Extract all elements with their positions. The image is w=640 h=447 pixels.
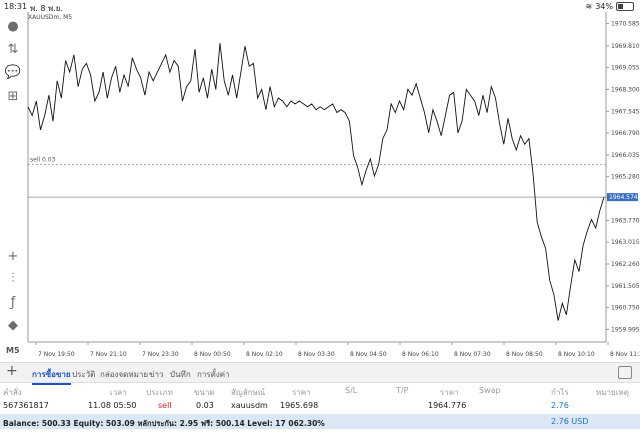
- trade-icon[interactable]: ⇅: [7, 41, 19, 57]
- col-comment: หมายเหตุ: [596, 388, 629, 397]
- tab-news[interactable]: ข่าว: [149, 370, 164, 379]
- y-tick-label: 1966.035: [611, 152, 640, 159]
- status-bar: 18:31 พ. 8 พ.ย. ≋ 34%: [0, 0, 640, 14]
- y-tick-label: 1959.995: [611, 326, 640, 333]
- col-price: ราคา: [292, 388, 311, 397]
- x-tick-label: 8 Nov 10:10: [558, 351, 595, 358]
- price-series-line: [27, 43, 605, 321]
- col-type: ประเภท: [146, 388, 173, 397]
- col-symbol: สัญลักษณ์: [231, 388, 266, 397]
- timeframe-label[interactable]: M5: [6, 346, 20, 355]
- x-tick-label: 8 Nov 07:30: [454, 351, 491, 358]
- col-time: เวลา: [110, 388, 127, 397]
- tab-journal[interactable]: บันทึก: [170, 370, 191, 379]
- order-profit: 2.76: [551, 401, 569, 410]
- y-tick-label: 1962.260: [611, 261, 640, 268]
- chart-svg: 1970.585 1969.810 1969.055 1968.300 1967.545…: [27, 12, 640, 358]
- y-tick-label: 1969.810: [611, 43, 640, 50]
- tab-mailbox[interactable]: กล่องจดหมาย: [100, 370, 149, 379]
- price-tag-label: 1964.574: [609, 194, 638, 201]
- y-tick-label: 1963.770: [611, 217, 640, 224]
- total-profit: 2.76 USD: [551, 417, 589, 426]
- x-tick-label: 8 Nov 00:50: [194, 351, 231, 358]
- price-tag-box: [607, 193, 638, 202]
- status-date: พ. 8 พ.ย.: [30, 4, 64, 13]
- y-tick-label: 1963.015: [611, 239, 640, 246]
- y-tick-label: 1967.545: [611, 108, 640, 115]
- left-toolbar: ● ⇅ 💬 ⊞ + ⫶ ƒ ◆ M5: [0, 14, 26, 358]
- col-tp: T/P: [396, 386, 409, 395]
- order-volume: 0.03: [196, 401, 214, 410]
- indicators-icon[interactable]: ⫶: [11, 270, 15, 286]
- order-type: sell: [158, 401, 172, 410]
- battery-fill: [618, 4, 623, 9]
- order-ticket: 567361817: [3, 401, 49, 410]
- y-tick-label: 1961.505: [611, 283, 640, 290]
- x-tick-label: 7 Nov 19:50: [38, 351, 75, 358]
- wifi-icon: ≋: [585, 2, 593, 11]
- x-tick-label: 8 Nov 02:10: [246, 351, 283, 358]
- x-tick-label: 8 Nov 08:50: [506, 351, 543, 358]
- balance-summary: Balance: 500.33 Equity: 503.09 หลักประกั…: [3, 419, 325, 428]
- battery-percent: 34%: [595, 2, 613, 11]
- status-time: 18:31: [4, 2, 28, 11]
- objects-icon[interactable]: ◆: [8, 317, 18, 333]
- col-swap: Swap: [479, 386, 501, 395]
- x-tick-label: 8 Nov 03:30: [298, 351, 335, 358]
- x-tick-label: 8 Nov 06:10: [402, 351, 439, 358]
- x-tick-label: 7 Nov 21:10: [90, 351, 127, 358]
- col-volume: ขนาด: [194, 388, 215, 397]
- price-chart[interactable]: 1970.585 1969.810 1969.055 1968.300 1967.545…: [26, 12, 640, 362]
- status-right: ≋ 34%: [586, 2, 634, 11]
- y-tick-label: 1966.790: [611, 130, 640, 137]
- y-tick-label: 1960.750: [611, 305, 640, 312]
- account-icon[interactable]: ●: [7, 18, 19, 34]
- layout-icon[interactable]: [618, 366, 632, 379]
- y-tick-label: 1968.300: [611, 86, 640, 93]
- tab-trade[interactable]: การซื้อขาย: [32, 368, 71, 385]
- tab-history[interactable]: ประวัติ: [72, 370, 96, 379]
- col-current-price: ราคา: [440, 388, 459, 397]
- tab-settings[interactable]: การตั้งค่า: [197, 370, 230, 379]
- order-symbol: xauusdm: [231, 401, 268, 410]
- balance-bar: Balance: 500.33 Equity: 503.09 หลักประกั…: [0, 414, 640, 429]
- col-profit: กำไร: [551, 388, 569, 397]
- order-open-price: 1965.698: [280, 401, 319, 410]
- add-icon[interactable]: +: [6, 363, 18, 379]
- chart-symbol: XAUUSDm, M5: [28, 14, 73, 21]
- new-order-icon[interactable]: ⊞: [7, 88, 19, 104]
- chat-icon[interactable]: 💬: [4, 64, 22, 80]
- y-tick-label: 1970.585: [611, 20, 640, 27]
- crosshair-icon[interactable]: +: [7, 248, 19, 264]
- col-order: คำสั่ง: [3, 388, 22, 397]
- x-tick-label: 8 Nov 04:50: [350, 351, 387, 358]
- x-tick-label: 8 Nov 11:30: [610, 351, 640, 358]
- y-tick-label: 1969.055: [611, 65, 640, 72]
- battery-icon: [616, 2, 634, 11]
- terminal-tabbar: + การซื้อขาย ประวัติ กล่องจดหมาย ข่าว บั…: [0, 362, 640, 385]
- x-tick-label: 7 Nov 23:30: [142, 351, 179, 358]
- order-current-price: 1964.776: [428, 401, 467, 410]
- y-tick-label: 1965.280: [611, 174, 640, 181]
- sell-level-label: sell 0.03: [30, 157, 56, 164]
- col-sl: S/L: [345, 386, 358, 395]
- function-icon[interactable]: ƒ: [10, 294, 16, 310]
- order-time: 11.08 05:50: [88, 401, 137, 410]
